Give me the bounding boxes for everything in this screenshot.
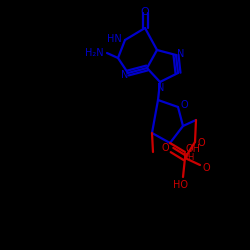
Text: OH: OH: [186, 144, 200, 154]
Text: O: O: [180, 100, 188, 110]
Text: N: N: [157, 83, 165, 93]
Text: HO: HO: [174, 180, 188, 190]
Text: H: H: [187, 154, 193, 162]
Text: O: O: [202, 163, 210, 173]
Text: HN: HN: [106, 34, 122, 44]
Text: O: O: [140, 7, 149, 17]
Text: H₂N: H₂N: [85, 48, 103, 58]
Text: N: N: [121, 70, 129, 80]
Text: N: N: [177, 49, 185, 59]
Text: P: P: [183, 153, 189, 163]
Text: O: O: [197, 138, 205, 148]
Text: O: O: [161, 143, 169, 153]
